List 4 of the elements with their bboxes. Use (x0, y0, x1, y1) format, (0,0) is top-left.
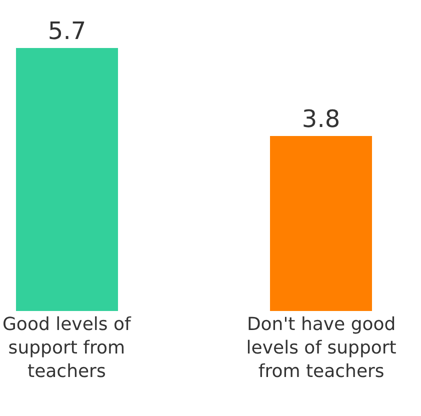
data-label: 5.7 (48, 17, 86, 45)
data-label: 3.8 (302, 105, 340, 133)
x-tick-label: Don't have good levels of support from teachers (246, 314, 396, 382)
x-tick-label: Good levels of support from teachers (2, 314, 132, 382)
